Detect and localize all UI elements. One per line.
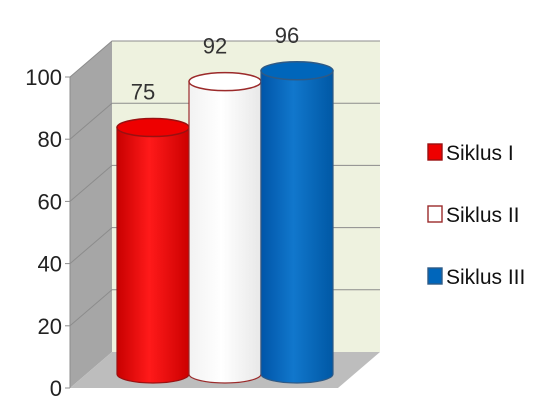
legend-item-siklus-i: Siklus I <box>427 142 514 165</box>
y-tick-label: 100 <box>25 65 62 90</box>
legend-label: Siklus I <box>446 142 514 165</box>
bar-siklus-i <box>116 117 190 384</box>
y-axis-ticks: 0 20 40 60 80 100 <box>25 65 70 400</box>
legend-label: Siklus II <box>446 204 520 227</box>
bar-siklus-ii <box>188 71 262 384</box>
data-label: 92 <box>203 34 227 59</box>
legend-swatch <box>427 267 443 285</box>
legend-swatch <box>427 143 443 161</box>
y-tick-label: 80 <box>38 127 62 152</box>
legend-item-siklus-ii: Siklus II <box>427 204 520 227</box>
legend: Siklus I Siklus II Siklus III <box>427 142 525 289</box>
data-label: 96 <box>275 23 299 48</box>
bar-body <box>188 81 262 384</box>
legend-swatch <box>427 205 443 223</box>
y-tick-label: 0 <box>50 376 62 400</box>
bar-top <box>116 117 190 138</box>
bar-top <box>260 61 334 81</box>
data-label: 75 <box>131 80 155 105</box>
bar-siklus-iii <box>260 61 334 384</box>
side-wall <box>70 41 112 388</box>
bar-top <box>188 71 262 92</box>
bar-body <box>116 126 190 384</box>
bars <box>116 61 334 384</box>
legend-label: Siklus III <box>446 266 525 289</box>
bar-body <box>260 70 334 384</box>
y-tick-label: 20 <box>38 314 62 339</box>
y-tick-label: 40 <box>38 252 62 277</box>
gridline <box>69 40 380 78</box>
data-labels: 75 92 96 <box>131 23 299 105</box>
legend-item-siklus-iii: Siklus III <box>427 266 525 289</box>
y-tick-label: 60 <box>38 189 62 214</box>
